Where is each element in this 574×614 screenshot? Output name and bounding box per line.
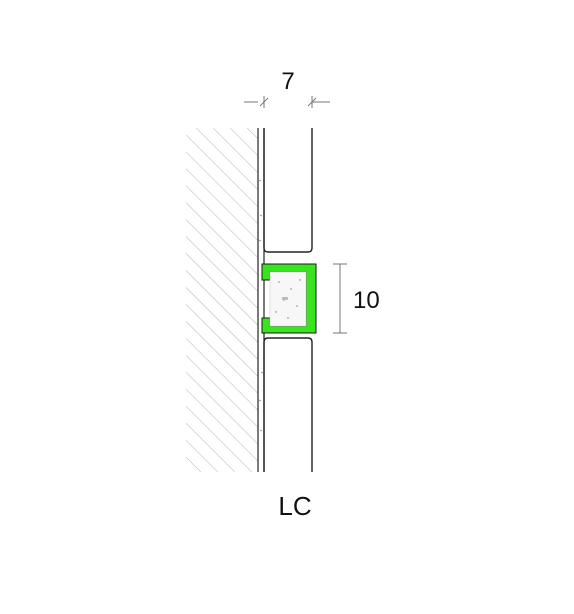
profile-label: LC — [278, 491, 311, 521]
height-dimension — [333, 263, 347, 334]
lower-panel — [263, 337, 313, 472]
width-dimension — [244, 96, 330, 108]
adhesive-layer — [257, 128, 265, 472]
wall-hatching — [186, 128, 258, 472]
upper-panel — [263, 128, 313, 253]
led-profile — [261, 263, 317, 334]
height-dimension-label: 10 — [353, 287, 380, 314]
width-dimension-label: 7 — [281, 68, 294, 95]
